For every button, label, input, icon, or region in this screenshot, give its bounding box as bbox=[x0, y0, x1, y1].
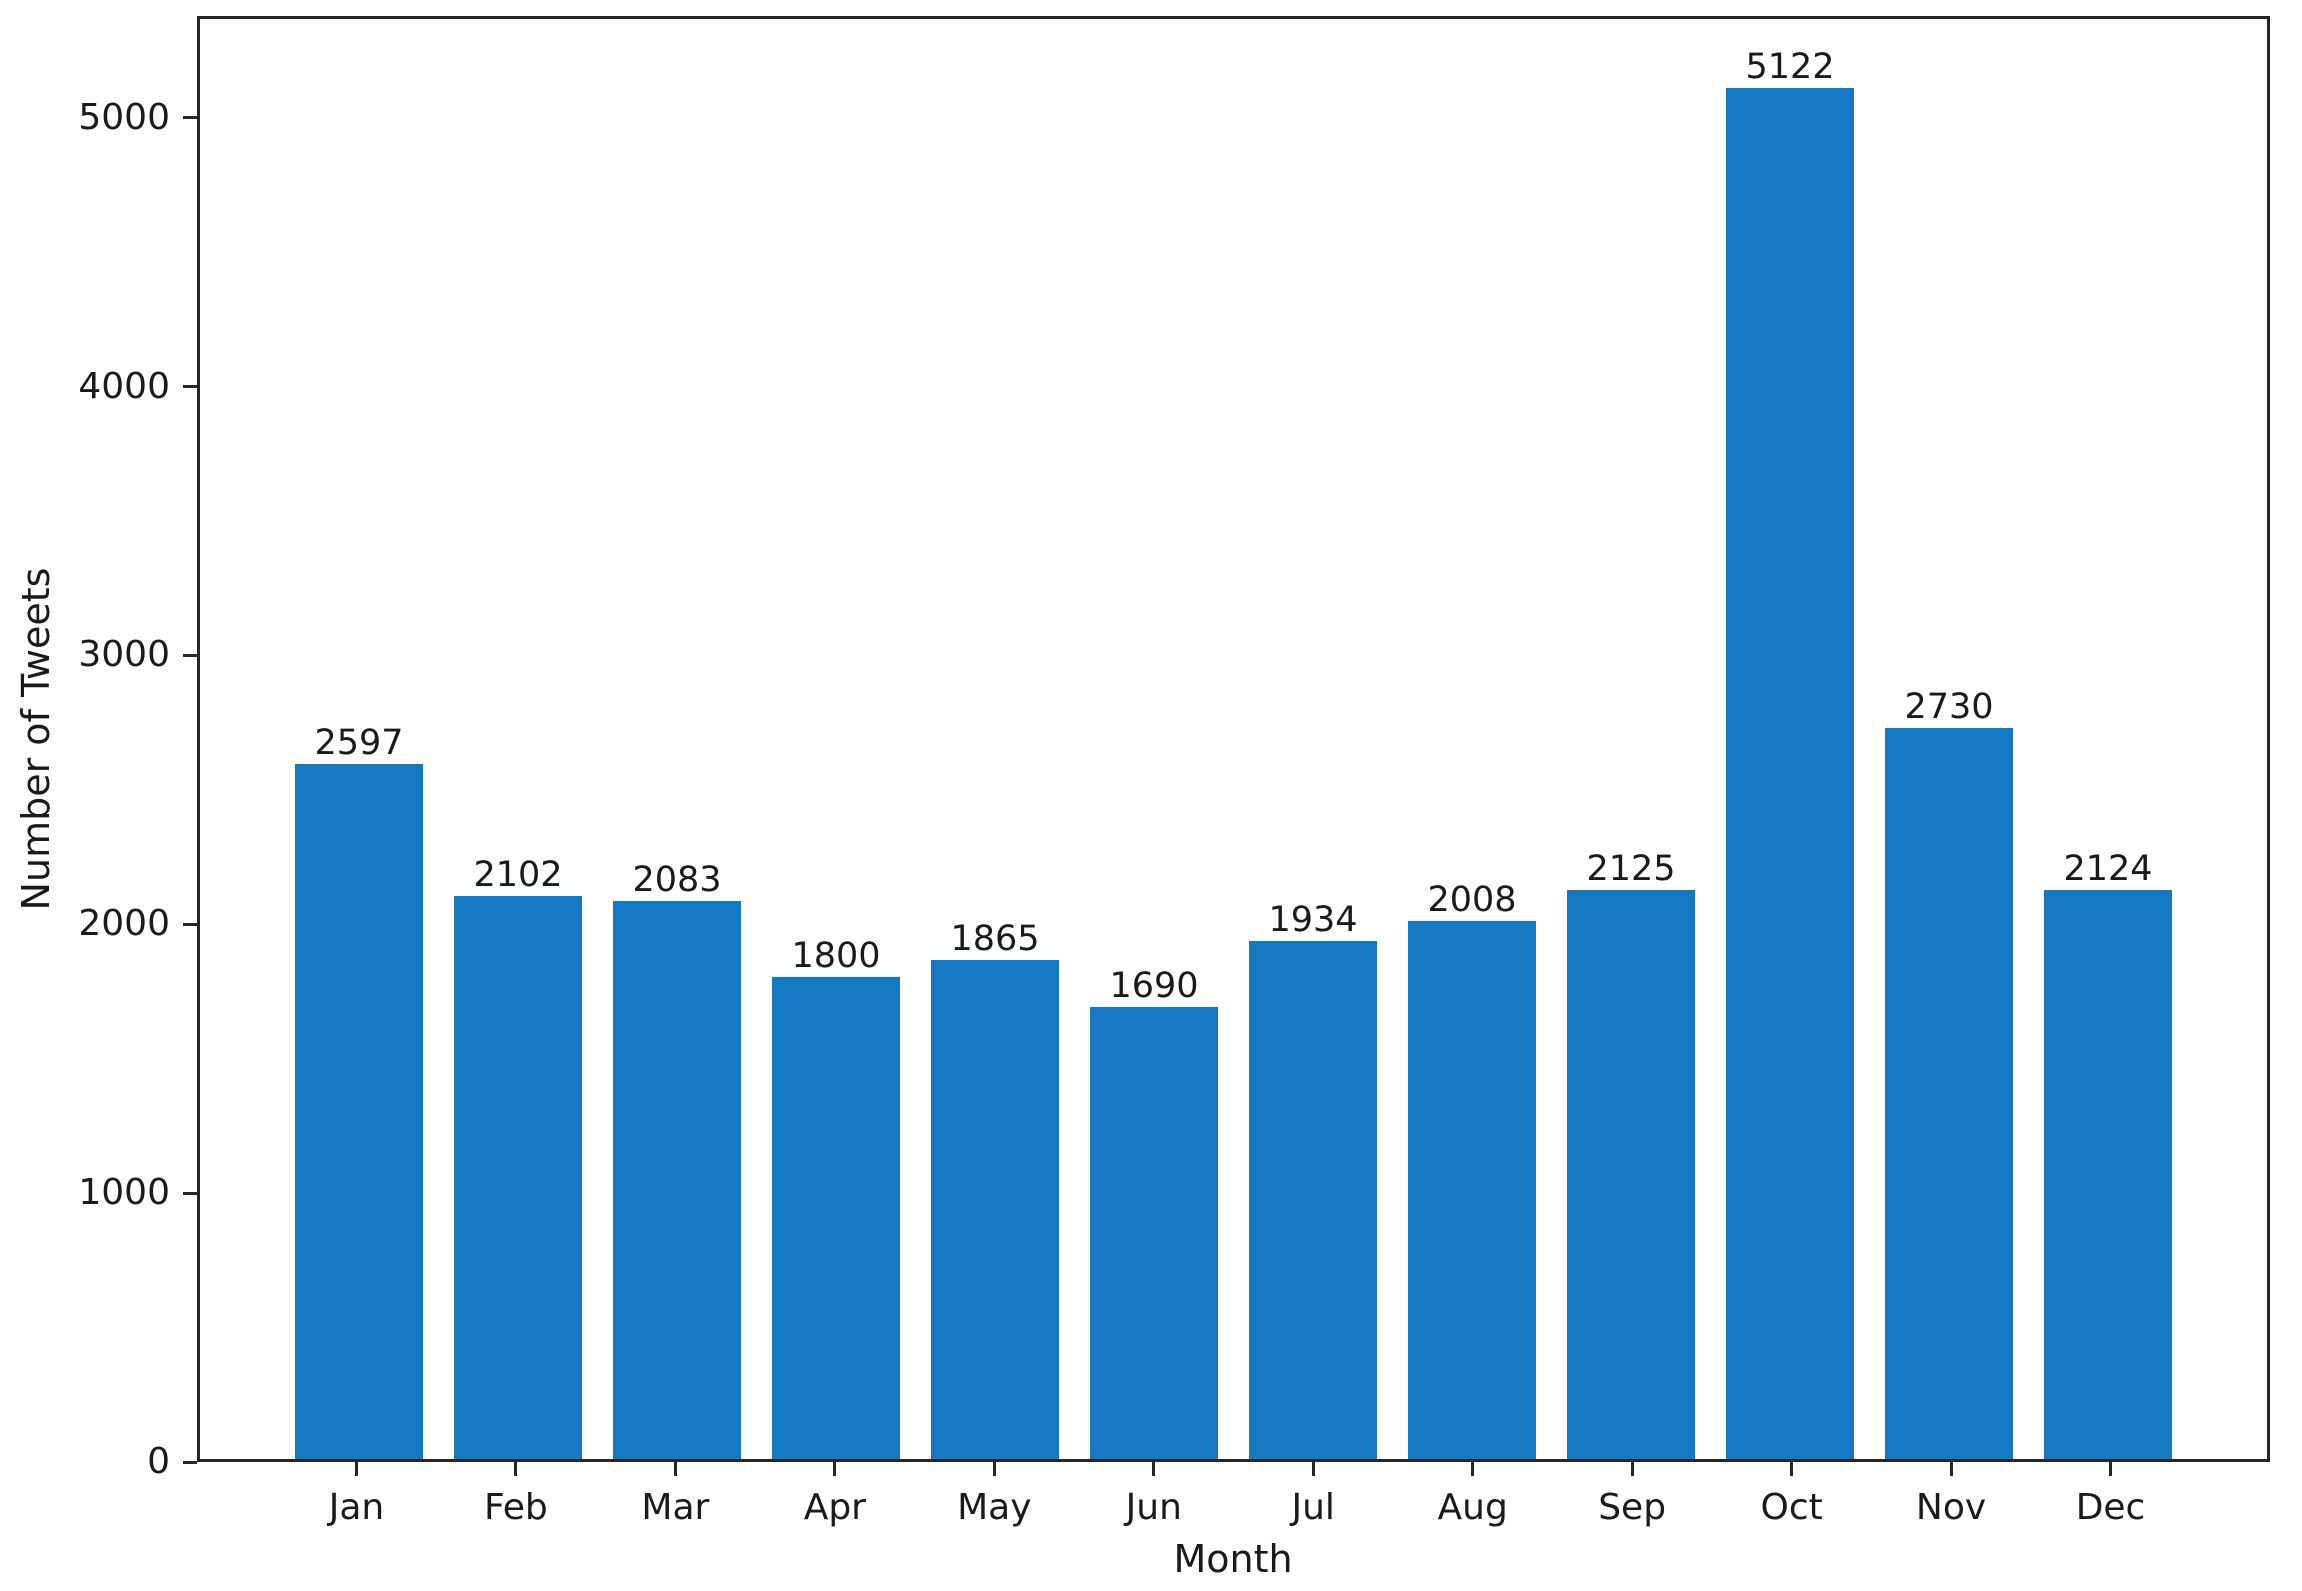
bar-value-aug: 2008 bbox=[1427, 880, 1517, 921]
bar-value-mar: 2083 bbox=[632, 860, 722, 901]
bar-value-dec: 2124 bbox=[2063, 849, 2153, 890]
bar-feb bbox=[454, 896, 582, 1459]
bar-value-jul: 1934 bbox=[1268, 900, 1358, 941]
x-tick-mark-apr bbox=[833, 1462, 837, 1476]
x-tick-label-aug: Aug bbox=[1437, 1487, 1508, 1528]
x-tick-label-mar: Mar bbox=[641, 1487, 710, 1528]
x-axis-label: Month bbox=[1173, 1537, 1293, 1581]
bar-may bbox=[931, 959, 1059, 1459]
bar-mar bbox=[613, 901, 741, 1459]
x-tick-label-dec: Dec bbox=[2075, 1487, 2146, 1528]
y-tick-mark-4000 bbox=[183, 385, 197, 388]
bar-value-jan: 2597 bbox=[314, 722, 404, 763]
bar-jan bbox=[295, 763, 423, 1459]
x-tick-label-feb: Feb bbox=[484, 1487, 548, 1528]
y-tick-label-3000: 3000 bbox=[78, 634, 170, 676]
y-tick-label-0: 0 bbox=[147, 1441, 170, 1482]
x-tick-label-jun: Jun bbox=[1125, 1487, 1182, 1528]
x-tick-label-jul: Jul bbox=[1291, 1487, 1335, 1528]
y-tick-label-4000: 4000 bbox=[78, 365, 170, 407]
plot-area: 2597 2102 2083 1800 1865 1690 1934 2008 2125 5122… bbox=[197, 16, 2270, 1462]
y-axis-label: Number of Tweets bbox=[14, 567, 58, 911]
bar-value-apr: 1800 bbox=[791, 936, 881, 977]
x-tick-mark-jun bbox=[1152, 1462, 1156, 1476]
bar-value-oct: 5122 bbox=[1745, 46, 1835, 87]
y-tick-mark-0 bbox=[183, 1460, 197, 1464]
bar-dec bbox=[2044, 890, 2172, 1459]
x-tick-mark-jul bbox=[1311, 1462, 1315, 1476]
x-tick-mark-jan bbox=[354, 1462, 358, 1476]
x-tick-label-oct: Oct bbox=[1760, 1487, 1823, 1528]
x-tick-mark-nov bbox=[1949, 1462, 1953, 1476]
bar-aug bbox=[1408, 921, 1536, 1459]
bar-value-may: 1865 bbox=[950, 918, 1040, 959]
x-tick-mark-oct bbox=[1790, 1462, 1794, 1476]
x-tick-mark-dec bbox=[2109, 1462, 2113, 1476]
bar-value-jun: 1690 bbox=[1109, 965, 1199, 1006]
y-tick-mark-3000 bbox=[183, 653, 197, 657]
x-tick-mark-aug bbox=[1471, 1462, 1475, 1476]
y-tick-label-2000: 2000 bbox=[78, 903, 170, 945]
x-tick-label-apr: Apr bbox=[803, 1487, 866, 1528]
bar-jul bbox=[1249, 941, 1377, 1459]
bar-nov bbox=[1885, 728, 2013, 1459]
y-tick-label-1000: 1000 bbox=[78, 1172, 170, 1214]
bar-jun bbox=[1090, 1006, 1218, 1459]
bar-oct bbox=[1726, 87, 1854, 1459]
y-tick-mark-1000 bbox=[183, 1191, 197, 1195]
y-tick-label-5000: 5000 bbox=[78, 96, 170, 138]
x-tick-label-may: May bbox=[957, 1487, 1032, 1528]
bar-sep bbox=[1567, 890, 1695, 1459]
bar-value-nov: 2730 bbox=[1904, 687, 1994, 728]
y-tick-mark-5000 bbox=[183, 116, 197, 120]
x-tick-mark-may bbox=[992, 1462, 996, 1476]
x-tick-mark-sep bbox=[1630, 1462, 1634, 1476]
x-tick-label-sep: Sep bbox=[1598, 1487, 1667, 1528]
bar-value-sep: 2125 bbox=[1586, 849, 1676, 890]
x-tick-label-jan: Jan bbox=[328, 1487, 385, 1528]
x-tick-mark-feb bbox=[514, 1462, 518, 1476]
x-tick-mark-mar bbox=[673, 1462, 677, 1476]
bar-value-feb: 2102 bbox=[473, 855, 563, 896]
x-tick-label-nov: Nov bbox=[1915, 1487, 1987, 1528]
bar-apr bbox=[772, 977, 900, 1459]
y-tick-mark-2000 bbox=[183, 922, 197, 926]
